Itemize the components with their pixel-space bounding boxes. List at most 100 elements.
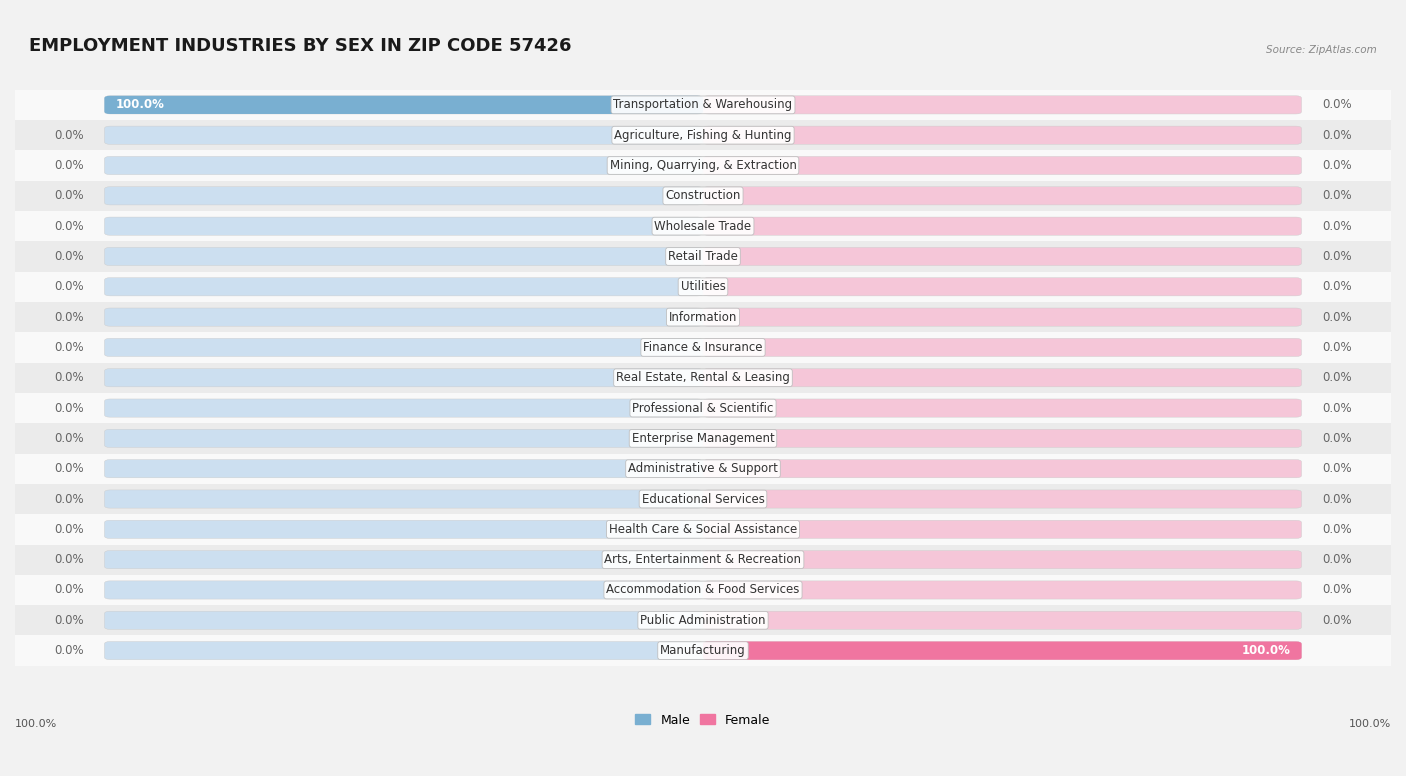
Text: Agriculture, Fishing & Hunting: Agriculture, Fishing & Hunting [614, 129, 792, 142]
Text: 0.0%: 0.0% [1322, 462, 1351, 475]
Text: 0.0%: 0.0% [55, 614, 84, 627]
Bar [15, 575, 1391, 605]
FancyBboxPatch shape [104, 520, 703, 539]
Text: Public Administration: Public Administration [640, 614, 766, 627]
FancyBboxPatch shape [104, 581, 703, 599]
Bar [15, 90, 1391, 120]
FancyBboxPatch shape [703, 157, 1302, 175]
Bar [15, 362, 1391, 393]
Text: Professional & Scientific: Professional & Scientific [633, 401, 773, 414]
FancyBboxPatch shape [104, 278, 703, 296]
Text: Information: Information [669, 310, 737, 324]
Text: 0.0%: 0.0% [1322, 99, 1351, 112]
FancyBboxPatch shape [703, 338, 1302, 356]
Text: 0.0%: 0.0% [55, 644, 84, 657]
Text: Health Care & Social Assistance: Health Care & Social Assistance [609, 523, 797, 536]
Text: 0.0%: 0.0% [1322, 614, 1351, 627]
Bar [15, 211, 1391, 241]
FancyBboxPatch shape [104, 157, 703, 175]
FancyBboxPatch shape [703, 187, 1302, 205]
FancyBboxPatch shape [703, 126, 1302, 144]
Text: Real Estate, Rental & Leasing: Real Estate, Rental & Leasing [616, 371, 790, 384]
Text: 100.0%: 100.0% [15, 719, 58, 729]
Text: 0.0%: 0.0% [55, 341, 84, 354]
Text: 0.0%: 0.0% [55, 553, 84, 566]
FancyBboxPatch shape [104, 308, 703, 326]
Bar [15, 241, 1391, 272]
Text: Mining, Quarrying, & Extraction: Mining, Quarrying, & Extraction [610, 159, 796, 172]
Text: Transportation & Warehousing: Transportation & Warehousing [613, 99, 793, 112]
Text: 0.0%: 0.0% [1322, 310, 1351, 324]
FancyBboxPatch shape [104, 126, 703, 144]
FancyBboxPatch shape [104, 95, 703, 114]
Text: 0.0%: 0.0% [55, 462, 84, 475]
Text: Manufacturing: Manufacturing [661, 644, 745, 657]
FancyBboxPatch shape [703, 642, 1302, 660]
Bar [15, 484, 1391, 514]
FancyBboxPatch shape [703, 95, 1302, 114]
Text: 0.0%: 0.0% [55, 432, 84, 445]
FancyBboxPatch shape [703, 490, 1302, 508]
Text: 0.0%: 0.0% [55, 220, 84, 233]
Text: 0.0%: 0.0% [1322, 493, 1351, 505]
Text: 0.0%: 0.0% [1322, 159, 1351, 172]
Text: 0.0%: 0.0% [1322, 129, 1351, 142]
Text: Utilities: Utilities [681, 280, 725, 293]
FancyBboxPatch shape [703, 308, 1302, 326]
Text: 100.0%: 100.0% [1241, 644, 1291, 657]
FancyBboxPatch shape [104, 217, 703, 235]
Text: 0.0%: 0.0% [55, 371, 84, 384]
Text: 0.0%: 0.0% [1322, 553, 1351, 566]
FancyBboxPatch shape [104, 187, 703, 205]
Text: 0.0%: 0.0% [55, 523, 84, 536]
FancyBboxPatch shape [703, 642, 1302, 660]
FancyBboxPatch shape [703, 369, 1302, 387]
Text: Retail Trade: Retail Trade [668, 250, 738, 263]
FancyBboxPatch shape [703, 581, 1302, 599]
FancyBboxPatch shape [104, 338, 703, 356]
FancyBboxPatch shape [703, 550, 1302, 569]
Text: 0.0%: 0.0% [55, 584, 84, 597]
Text: 0.0%: 0.0% [55, 493, 84, 505]
Text: 100.0%: 100.0% [115, 99, 165, 112]
Text: Construction: Construction [665, 189, 741, 203]
FancyBboxPatch shape [104, 611, 703, 629]
FancyBboxPatch shape [104, 369, 703, 387]
Bar [15, 393, 1391, 423]
Text: 0.0%: 0.0% [1322, 584, 1351, 597]
Text: 0.0%: 0.0% [55, 310, 84, 324]
Bar [15, 120, 1391, 151]
FancyBboxPatch shape [104, 399, 703, 417]
Text: Arts, Entertainment & Recreation: Arts, Entertainment & Recreation [605, 553, 801, 566]
Text: EMPLOYMENT INDUSTRIES BY SEX IN ZIP CODE 57426: EMPLOYMENT INDUSTRIES BY SEX IN ZIP CODE… [28, 37, 571, 55]
FancyBboxPatch shape [104, 642, 703, 660]
FancyBboxPatch shape [703, 217, 1302, 235]
Text: Educational Services: Educational Services [641, 493, 765, 505]
FancyBboxPatch shape [703, 248, 1302, 265]
Text: 0.0%: 0.0% [1322, 220, 1351, 233]
Bar [15, 545, 1391, 575]
Bar [15, 151, 1391, 181]
FancyBboxPatch shape [703, 459, 1302, 478]
FancyBboxPatch shape [104, 490, 703, 508]
Text: 0.0%: 0.0% [55, 280, 84, 293]
FancyBboxPatch shape [703, 429, 1302, 448]
FancyBboxPatch shape [703, 278, 1302, 296]
Bar [15, 514, 1391, 545]
Legend: Male, Female: Male, Female [630, 708, 776, 732]
Text: 0.0%: 0.0% [55, 401, 84, 414]
FancyBboxPatch shape [703, 520, 1302, 539]
Text: 100.0%: 100.0% [1348, 719, 1391, 729]
Text: Finance & Insurance: Finance & Insurance [644, 341, 762, 354]
Bar [15, 332, 1391, 362]
FancyBboxPatch shape [104, 429, 703, 448]
Text: 0.0%: 0.0% [55, 250, 84, 263]
Text: 0.0%: 0.0% [1322, 341, 1351, 354]
Bar [15, 453, 1391, 484]
Text: 0.0%: 0.0% [55, 159, 84, 172]
Bar [15, 302, 1391, 332]
FancyBboxPatch shape [703, 399, 1302, 417]
FancyBboxPatch shape [703, 611, 1302, 629]
FancyBboxPatch shape [104, 459, 703, 478]
Text: 0.0%: 0.0% [1322, 371, 1351, 384]
